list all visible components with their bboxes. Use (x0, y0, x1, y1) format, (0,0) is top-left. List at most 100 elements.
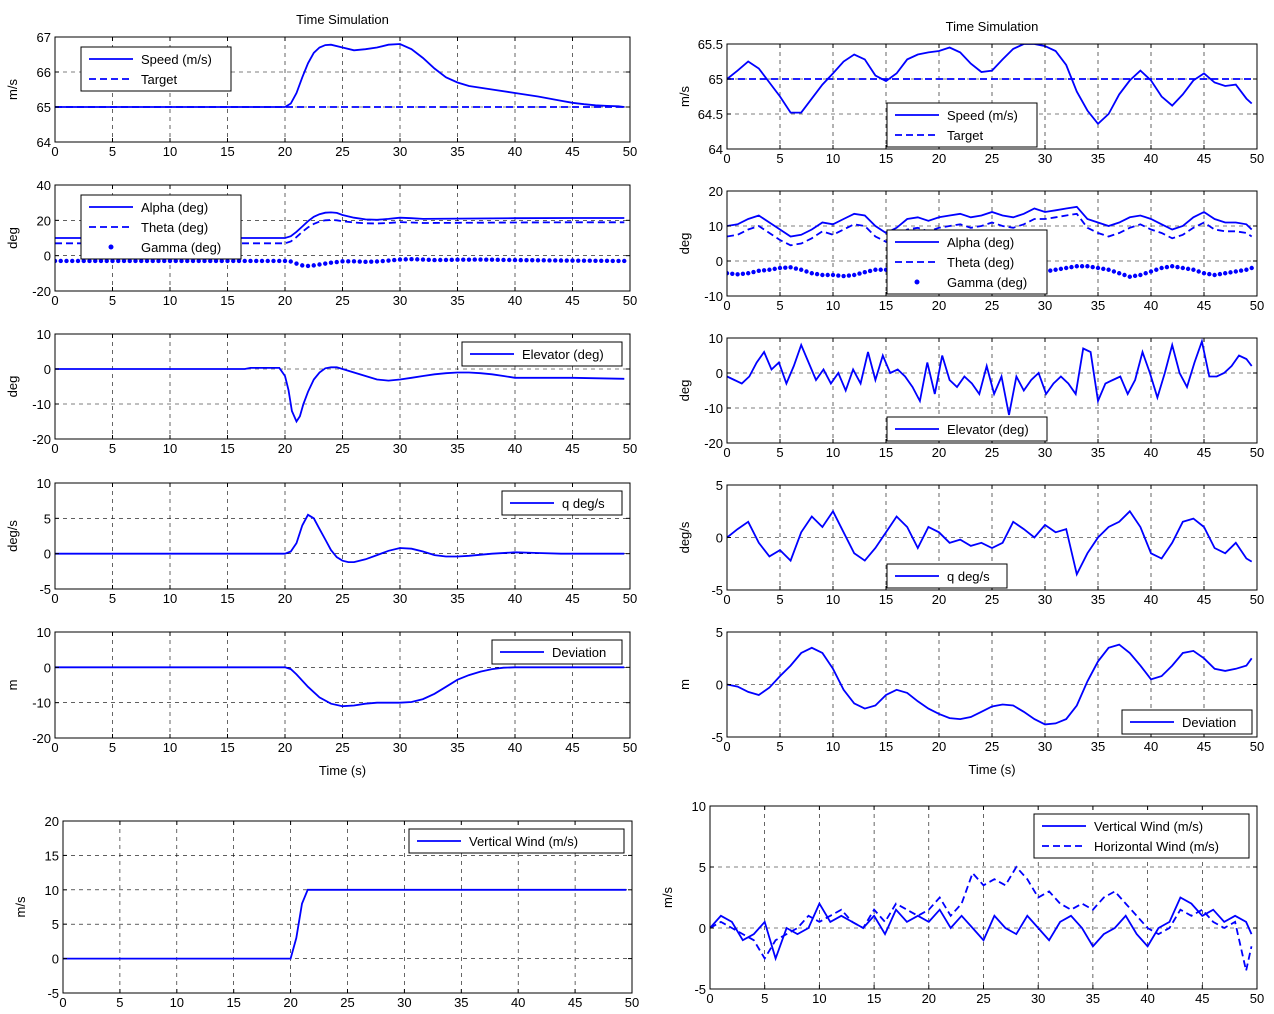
series-speed-m-s (727, 44, 1253, 126)
data-point (599, 258, 604, 264)
x-tick-label: 45 (565, 441, 579, 456)
data-point (547, 258, 552, 263)
x-tick-label: 25 (985, 445, 999, 460)
data-point (265, 258, 270, 264)
x-tick-label: 50 (623, 740, 637, 755)
y-tick-label: 0 (699, 921, 706, 936)
data-point (380, 258, 385, 264)
data-point (173, 258, 178, 264)
data-point (294, 261, 299, 266)
x-tick-label: 5 (109, 740, 116, 755)
x-tick-label: 40 (1144, 739, 1158, 754)
x-tick-label: 0 (51, 441, 58, 456)
data-point (420, 257, 426, 262)
data-point (323, 261, 328, 266)
data-point (277, 258, 282, 264)
data-point (397, 257, 403, 262)
data-point (75, 258, 81, 264)
data-point (334, 259, 339, 265)
y-tick-label: -10 (704, 289, 723, 304)
x-tick-label: 25 (335, 591, 349, 606)
data-point (288, 259, 293, 264)
data-point (740, 271, 746, 276)
data-point (1154, 267, 1159, 272)
data-point (150, 258, 155, 264)
data-point (259, 258, 265, 264)
x-tick-label: 50 (1250, 592, 1264, 607)
x-tick-label: 20 (932, 445, 946, 460)
subplot-4: 0 5 10 15 20 25 30 35 40 45 50 -20 -10 0 10 deg Elevator… (5, 327, 637, 456)
y-axis-label: deg (5, 227, 20, 249)
data-point (1175, 264, 1180, 270)
data-point (110, 258, 115, 264)
data-point (415, 257, 420, 262)
y-tick-label: 0 (716, 366, 723, 381)
data-point (271, 258, 276, 264)
x-tick-label: 25 (985, 298, 999, 313)
x-tick-label: 50 (623, 441, 637, 456)
data-point (374, 259, 380, 264)
data-point (570, 258, 575, 263)
y-tick-label: 20 (709, 184, 723, 199)
subplot-10: 0 5 10 15 20 25 30 35 40 45 50-505101520m/sVertica… (13, 814, 639, 1010)
series-elevator-deg (727, 338, 1253, 416)
x-tick-label: 20 (922, 991, 936, 1006)
x-tick-label: 15 (220, 441, 234, 456)
x-tick-label: 20 (283, 995, 297, 1010)
data-point (1138, 272, 1143, 278)
data-point (576, 258, 581, 263)
y-tick-label: 64 (709, 142, 723, 157)
legend-label: Target (141, 72, 178, 87)
data-point (1196, 269, 1201, 274)
data-point (208, 258, 213, 264)
x-tick-label: 35 (1091, 298, 1105, 313)
x-tick-label: 50 (1250, 445, 1264, 460)
data-point (1101, 266, 1106, 272)
data-point (1159, 265, 1164, 271)
data-point (369, 259, 374, 264)
data-point (121, 258, 127, 264)
data-point (305, 263, 311, 269)
data-point (1132, 273, 1138, 279)
data-point (1201, 271, 1207, 276)
x-tick-label: 15 (220, 144, 234, 159)
x-tick-label: 50 (623, 293, 637, 308)
x-tick-label: 45 (565, 293, 579, 308)
x-tick-label: 40 (511, 995, 525, 1010)
data-point (351, 259, 357, 264)
data-point (541, 258, 546, 263)
series-deviation (727, 643, 1253, 726)
x-tick-label: 40 (508, 441, 522, 456)
legend-label: Theta (deg) (947, 255, 1014, 270)
x-tick-label: 0 (51, 740, 58, 755)
x-tick-label: 15 (867, 991, 881, 1006)
data-point (392, 257, 397, 263)
data-point (777, 265, 783, 271)
data-point (478, 257, 483, 262)
y-tick-label: -10 (32, 397, 51, 412)
y-axis-label: deg (5, 376, 20, 398)
data-point (438, 257, 443, 263)
data-point (772, 266, 777, 272)
legend: Vertical Wind (m/s) (408, 828, 625, 854)
x-tick-label: 0 (723, 739, 730, 754)
data-point (167, 258, 173, 264)
data-point (58, 258, 63, 264)
x-tick-label: 15 (879, 298, 893, 313)
y-axis-label: deg (677, 380, 692, 402)
data-point (524, 257, 529, 263)
y-axis-label: deg/s (677, 521, 692, 553)
x-tick-label: 15 (226, 995, 240, 1010)
x-tick-label: 20 (932, 739, 946, 754)
data-point (162, 258, 167, 264)
data-point (873, 267, 878, 272)
y-tick-label: 5 (716, 478, 723, 493)
data-point (443, 257, 449, 263)
x-tick-label: 10 (163, 740, 177, 755)
y-tick-label: 64 (37, 135, 51, 150)
data-point (81, 258, 86, 264)
data-point (1164, 264, 1170, 270)
